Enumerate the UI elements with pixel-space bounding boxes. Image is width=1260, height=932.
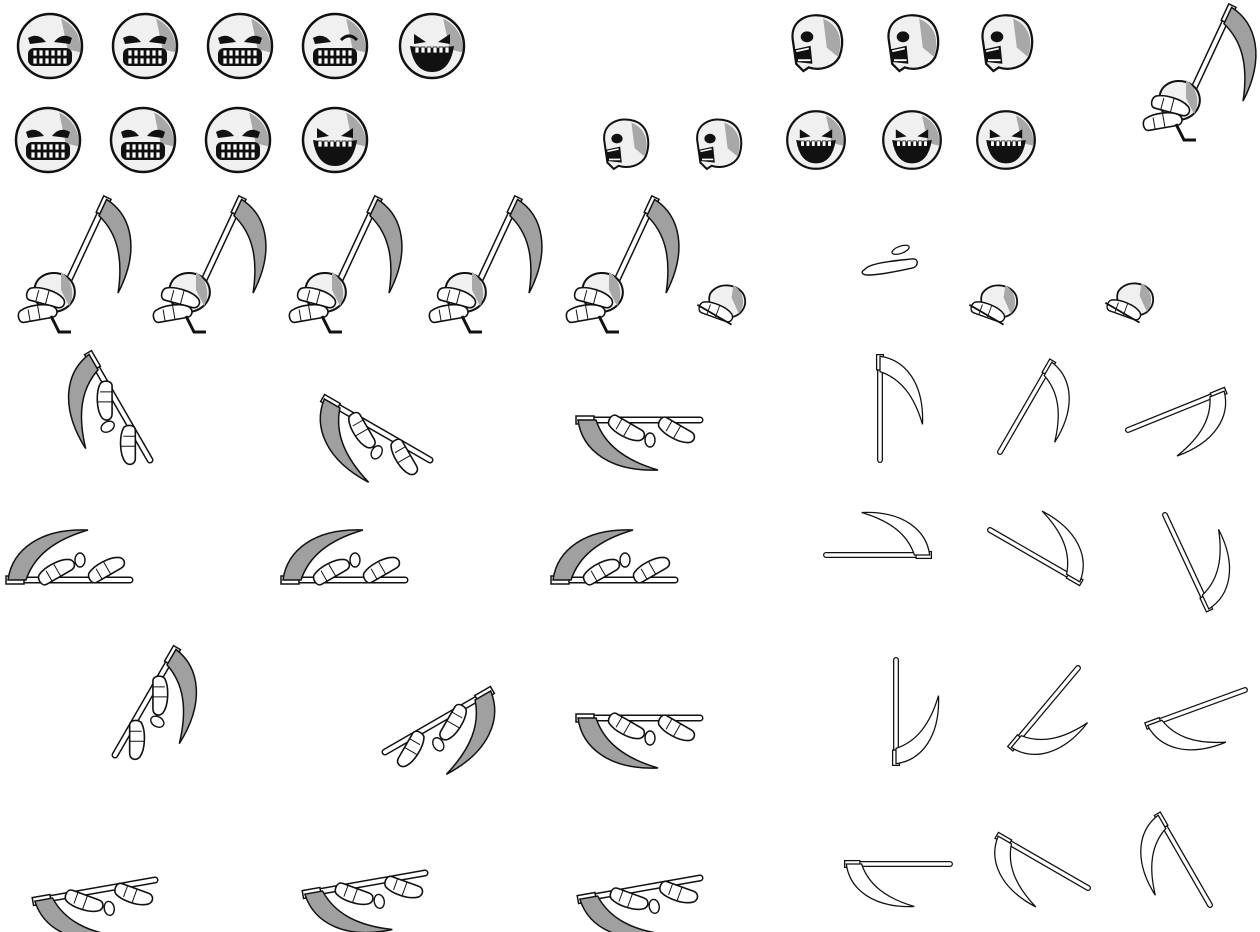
skull-squint-sprite: [204, 106, 272, 174]
skull-laugh-sprite: [398, 12, 466, 80]
reaper-carry-scythe-sprite: [17, 194, 132, 334]
skull-grimace-sprite: [14, 106, 82, 174]
reaper-carry-scythe-sprite: [1142, 2, 1257, 142]
skull-profile-small-sprite: [696, 118, 743, 171]
scythe-only-sprite: [1006, 665, 1089, 755]
reaper-swing-scythe-sprite: [31, 876, 159, 932]
skull-grimace-sprite: [109, 106, 177, 174]
reaper-carry-scythe-sprite: [152, 194, 267, 334]
scythe-only-sprite: [987, 510, 1084, 587]
reaper-carry-scythe-sprite: [428, 194, 543, 334]
skull-grimace-sprite: [111, 12, 179, 80]
scythe-only-sprite: [875, 353, 924, 463]
scythe-only-sprite: [823, 511, 933, 560]
skull-grimace-sprite: [16, 12, 84, 80]
reaper-swing-scythe-sprite: [576, 874, 704, 932]
skull-squint-sprite: [206, 12, 274, 80]
scythe-only-sprite: [1125, 386, 1228, 457]
reaper-swing-scythe-sprite: [67, 349, 154, 466]
skull-side-scream-sprite: [887, 14, 940, 73]
reaper-carry-scythe-sprite: [565, 194, 680, 334]
skull-side-scream-sprite: [791, 14, 844, 73]
skull-front-grin-sprite: [882, 110, 942, 170]
scythe-only-sprite: [843, 859, 953, 908]
skull-wink-sprite: [301, 12, 369, 80]
hand-sprite: [968, 284, 1018, 326]
scythe-only-sprite: [891, 657, 940, 767]
reaper-swing-scythe-sprite: [301, 869, 429, 932]
reaper-swing-scythe-sprite: [575, 414, 704, 471]
hand-fragment-sprite: [861, 244, 918, 276]
scythe-only-sprite: [1143, 687, 1248, 751]
scythe-only-sprite: [1162, 512, 1231, 613]
skull-front-grin-sprite: [976, 110, 1036, 170]
reaper-carry-scythe-sprite: [288, 194, 403, 334]
reaper-swing-scythe-sprite: [381, 685, 496, 775]
hand-sprite: [696, 284, 746, 326]
reaper-swing-scythe-sprite: [319, 393, 434, 483]
reaper-swing-scythe-sprite: [280, 529, 409, 586]
reaper-swing-scythe-sprite: [5, 529, 134, 586]
skull-laugh-sprite: [301, 106, 369, 174]
hand-sprite: [1104, 282, 1154, 324]
skull-profile-small-sprite: [603, 118, 650, 171]
reaper-swing-scythe-sprite: [111, 644, 198, 761]
skull-side-scream-sprite: [981, 14, 1034, 73]
reaper-swing-scythe-sprite: [575, 712, 704, 769]
skull-front-grin-sprite: [786, 110, 846, 170]
scythe-only-sprite: [997, 358, 1070, 455]
scythe-only-sprite: [1140, 811, 1213, 908]
reaper-swing-scythe-sprite: [550, 529, 679, 586]
scythe-only-sprite: [994, 831, 1091, 908]
